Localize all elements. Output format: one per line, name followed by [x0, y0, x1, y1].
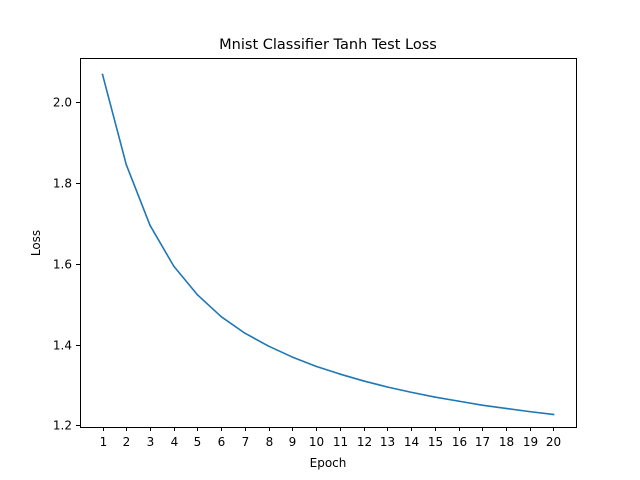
- loss-data-point: [481, 404, 484, 406]
- x-tick-label: 17: [475, 435, 490, 449]
- loss-data-point: [410, 391, 412, 394]
- y-tick-label: 1.8: [53, 177, 72, 191]
- loss-data-point: [244, 332, 246, 335]
- x-tick-label: 6: [218, 435, 226, 449]
- x-tick-label: 19: [523, 435, 538, 449]
- loss-series-line: [101, 73, 555, 416]
- x-tick-label: 8: [266, 435, 274, 449]
- y-tick-label: 1.4: [53, 339, 72, 353]
- loss-data-point: [505, 407, 507, 410]
- x-tick-label: 13: [380, 435, 395, 449]
- x-tick-label: 9: [289, 435, 297, 449]
- x-tick-label: 5: [194, 435, 202, 449]
- loss-data-point: [552, 413, 555, 416]
- y-tick-label: 1.2: [53, 419, 72, 433]
- loss-data-point: [267, 345, 270, 347]
- x-tick-label: 12: [357, 435, 372, 449]
- chart-title: Mnist Classifier Tanh Test Loss: [219, 37, 437, 53]
- y-axis-ticks: 1.2 1.4 1.6 1.8 2.0: [53, 96, 80, 433]
- y-tick-label: 2.0: [53, 96, 72, 110]
- loss-data-point: [220, 315, 223, 318]
- loss-data-point: [149, 224, 151, 227]
- loss-data-point: [196, 294, 199, 296]
- loss-data-point: [528, 410, 531, 413]
- y-tick-label: 1.6: [53, 258, 72, 272]
- x-tick-label: 14: [404, 435, 419, 449]
- loss-data-point: [101, 73, 104, 76]
- x-tick-label: 7: [242, 435, 250, 449]
- x-axis-ticks: 1 2 3 4 5 6 7 8 9 10 11 12 13 14 15 16 17 18 19 20: [100, 427, 561, 449]
- loss-data-point: [433, 396, 436, 398]
- x-axis-label: Epoch: [310, 456, 347, 470]
- loss-data-point: [125, 163, 128, 166]
- loss-data-point: [362, 380, 365, 382]
- x-tick-label: 3: [147, 435, 155, 449]
- loss-data-point: [172, 265, 175, 267]
- x-tick-label: 4: [171, 435, 179, 449]
- loss-data-point: [339, 373, 341, 375]
- loss-data-point: [386, 386, 389, 388]
- x-tick-label: 18: [499, 435, 514, 449]
- x-tick-label: 10: [309, 435, 324, 449]
- x-tick-label: 16: [452, 435, 467, 449]
- x-tick-label: 20: [546, 435, 561, 449]
- y-axis-label: Loss: [29, 230, 43, 256]
- loss-data-point: [291, 356, 294, 358]
- plot-area-frame: [80, 58, 577, 428]
- loss-data-point: [315, 365, 317, 368]
- loss-data-point: [457, 400, 460, 402]
- x-tick-label: 2: [123, 435, 131, 449]
- x-tick-label: 1: [100, 435, 108, 449]
- series-layer: [101, 73, 555, 416]
- x-tick-label: 15: [428, 435, 443, 449]
- x-tick-label: 11: [333, 435, 348, 449]
